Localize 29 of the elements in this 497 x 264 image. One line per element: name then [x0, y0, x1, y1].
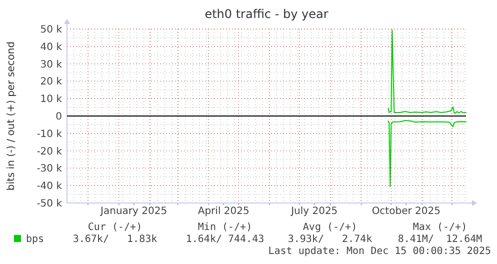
text: 8.41M/ 12.64M	[398, 234, 482, 245]
y-tick-label: 0	[56, 112, 62, 122]
line-series	[388, 30, 466, 114]
y-tick-label: 10 k	[40, 94, 62, 106]
text: Min (-/+)	[198, 222, 252, 233]
y-tick-label: -30 k	[36, 164, 62, 175]
x-tick-label: April 2025	[198, 206, 250, 217]
y-tick-label: -10 k	[36, 128, 62, 140]
y-tick-label: 40 k	[40, 42, 62, 53]
text: 1.64k/ 744.43	[186, 234, 264, 245]
x-tick-label: October 2025	[372, 206, 440, 217]
line-series	[388, 120, 466, 188]
text: Avg (-/+)	[302, 222, 358, 233]
y-tick-label: -40 k	[36, 181, 62, 192]
text: Max (-/+)	[412, 222, 468, 233]
text: 3.67k/ 1.83k	[72, 234, 158, 245]
x-tick-label: January 2025	[100, 206, 168, 217]
y-tick-label: -50 k	[36, 198, 62, 210]
y-tick-label: 20 k	[40, 76, 62, 88]
text: Cur (-/+)	[88, 222, 142, 233]
chart-title: eth0 traffic - by year	[204, 7, 328, 21]
y-tick-label: 50 k	[40, 24, 62, 36]
y-tick-label: 30 k	[40, 59, 62, 70]
y-tick-label: -20 k	[36, 146, 62, 158]
legend-label: bps	[26, 234, 44, 245]
text: 3.93k/ 2.74k	[288, 234, 372, 245]
y-axis-title: bits in (-) / out (+) per second	[6, 41, 17, 191]
text: Last update: Mon Dec 15 00:00:35 2025	[268, 246, 491, 257]
x-tick-label: July 2025	[290, 206, 338, 217]
